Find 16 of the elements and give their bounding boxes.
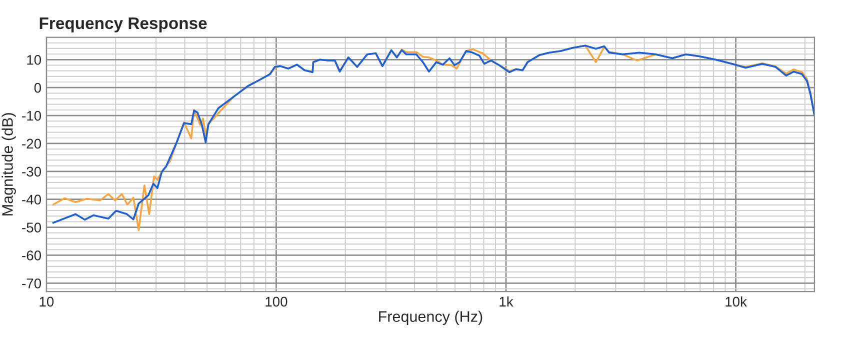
y-tick-label: -40 <box>22 194 42 205</box>
chart-title: Frequency Response <box>40 17 207 32</box>
y-tick-label: -30 <box>22 166 42 177</box>
x-axis-title: Frequency (Hz) <box>379 310 482 325</box>
x-tick-label: 10k <box>726 296 747 307</box>
y-axis-title: Magnitude (dB) <box>2 113 16 216</box>
y-tick-label: -70 <box>22 278 42 288</box>
y-tick-label: -20 <box>22 138 42 149</box>
y-tick-label: -50 <box>22 222 42 232</box>
y-tick-label: -10 <box>22 110 42 121</box>
y-tick-label: 0 <box>34 82 42 93</box>
y-tick-label: -60 <box>22 250 42 260</box>
x-tick-label: 1k <box>500 296 514 306</box>
x-tick-label: 100 <box>266 296 288 307</box>
y-tick-label: 10 <box>27 54 42 65</box>
x-tick-label: 10 <box>40 296 54 307</box>
